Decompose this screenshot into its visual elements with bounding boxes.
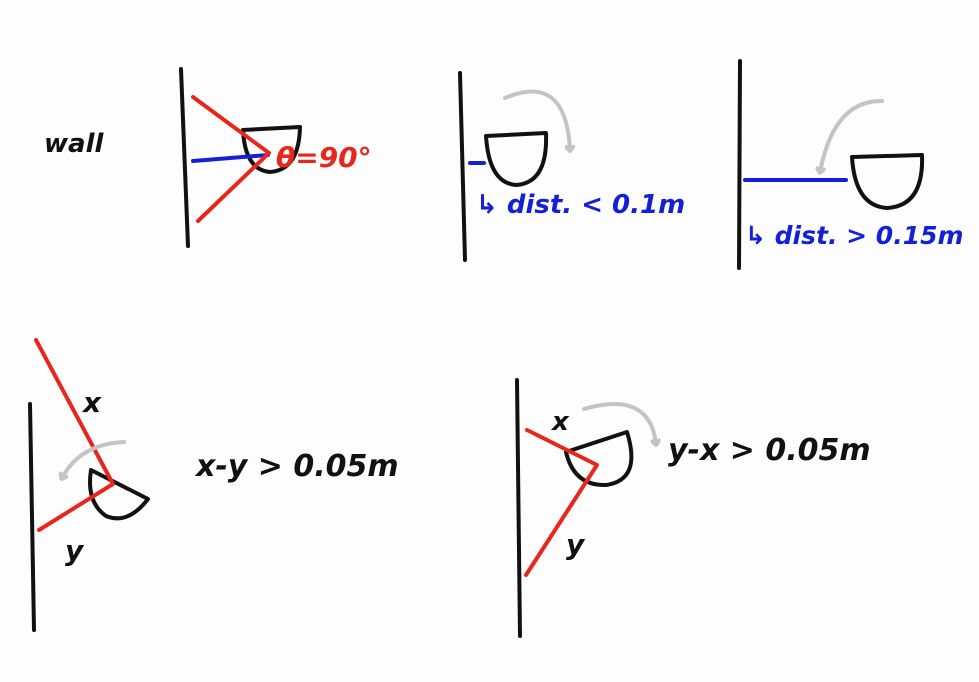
equation-right: y-x > 0.05m xyxy=(668,433,871,468)
panel-y-minus-x: x y y-x > 0.05m xyxy=(517,380,871,636)
y-label-right: y xyxy=(566,528,586,561)
y-label-left: y xyxy=(65,534,85,567)
rotation-arrow-5 xyxy=(584,404,656,444)
dist-small-label: ↳ dist. < 0.1m xyxy=(476,190,685,220)
wall-line-4 xyxy=(30,404,34,630)
rotation-arrow-2 xyxy=(505,92,570,151)
xy-distance-lines-4 xyxy=(36,340,113,530)
robot-semicircle-5 xyxy=(566,432,631,485)
panel-dist-large: ↳ dist. > 0.15m xyxy=(739,61,964,268)
robot-semicircle-2 xyxy=(486,133,546,185)
wall-label: wall xyxy=(44,129,104,159)
dist-large-label: ↳ dist. > 0.15m xyxy=(745,221,964,250)
panel-x-minus-y: x y x-y > 0.05m xyxy=(30,340,399,630)
wall-normal-line xyxy=(193,155,268,161)
equation-left: x-y > 0.05m xyxy=(194,449,399,484)
panel-theta: wall θ=90° xyxy=(44,69,372,246)
wall-line-3 xyxy=(739,61,740,268)
x-label-left: x xyxy=(81,386,102,419)
wall-line xyxy=(181,69,188,246)
xy-distance-lines-5 xyxy=(526,430,597,575)
panel-dist-small: ↳ dist. < 0.1m xyxy=(460,73,685,260)
theta-label: θ=90° xyxy=(276,141,372,174)
wall-line-2 xyxy=(460,73,465,260)
robot-semicircle-3 xyxy=(852,155,922,208)
wall-line-5 xyxy=(517,380,520,636)
x-label-right: x xyxy=(550,407,570,437)
